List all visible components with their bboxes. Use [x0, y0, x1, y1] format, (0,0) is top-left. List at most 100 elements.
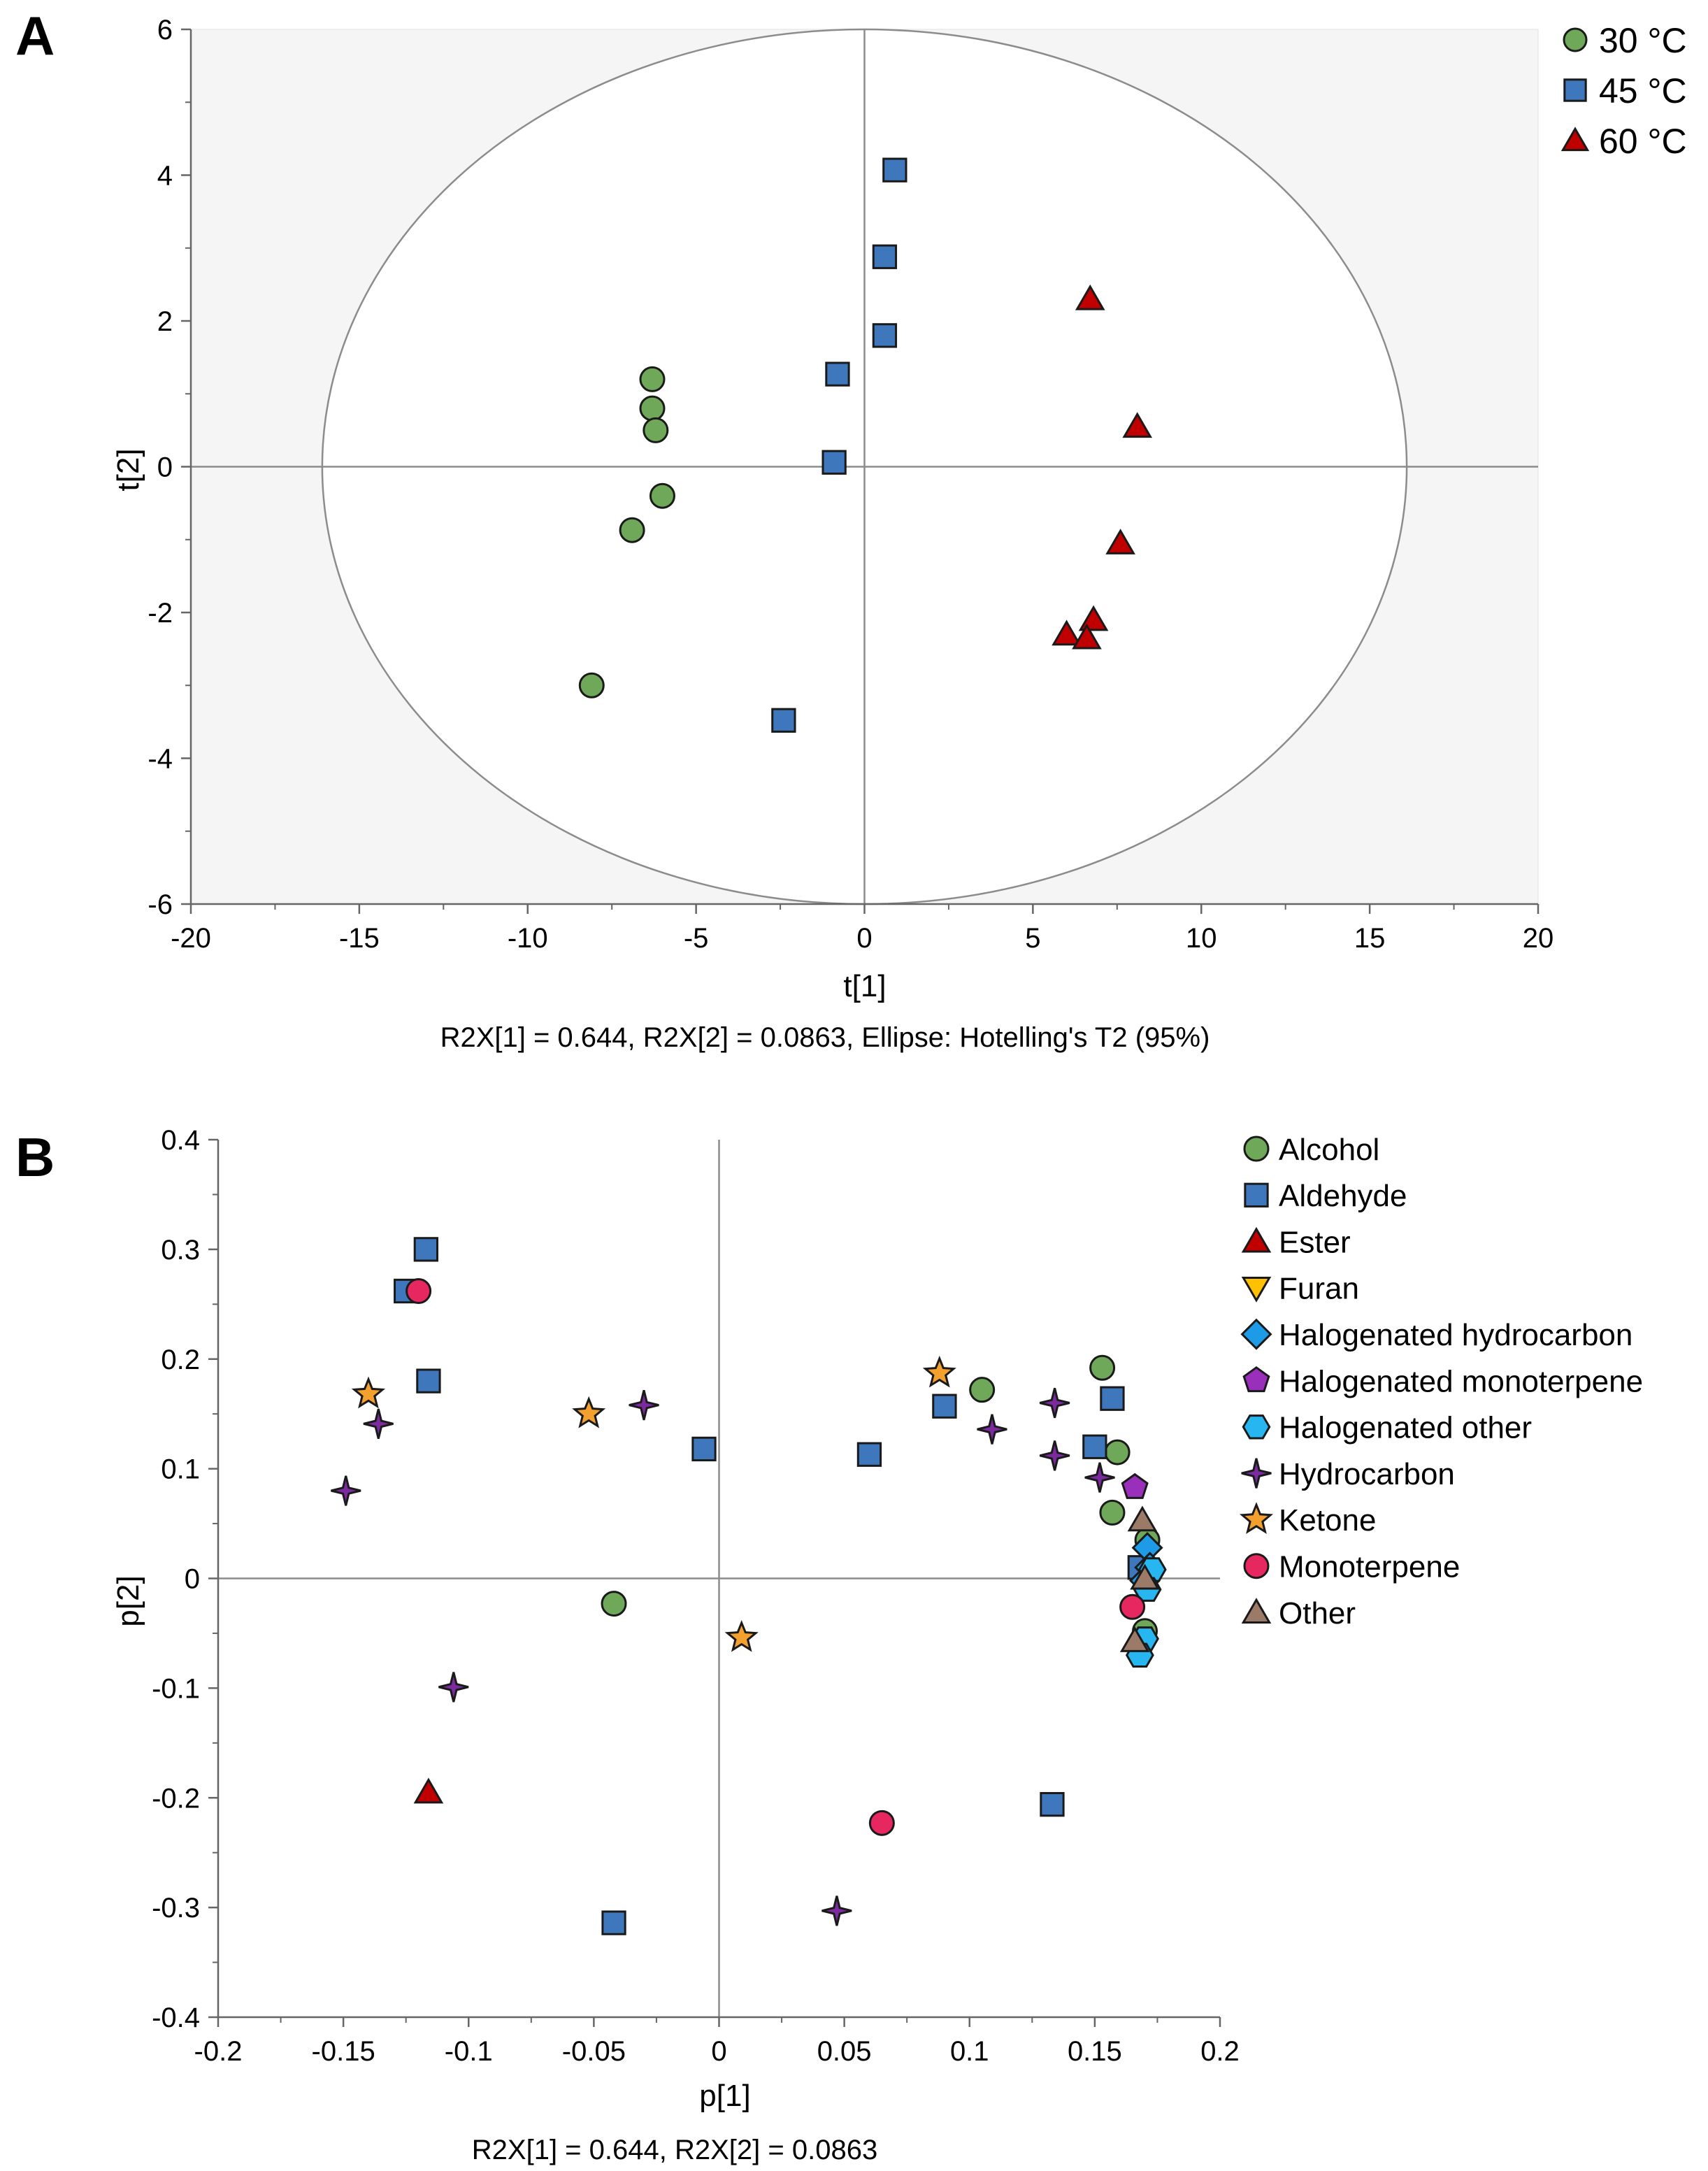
point-aldehyde	[691, 1436, 717, 1462]
legend-marker-halogenated-monoterpene	[1242, 1366, 1270, 1393]
point-hydrocarbon	[1039, 1387, 1070, 1419]
panel-b-y-tick-label: 0.4	[161, 1125, 200, 1156]
legend-label-60-c: 60 °C	[1599, 122, 1687, 161]
point-ketone	[351, 1376, 386, 1409]
point-45-c	[825, 361, 850, 387]
panel-b-x-tick-label: -0.1	[445, 2036, 493, 2067]
point-other	[1119, 1626, 1150, 1652]
point-60-c	[1072, 623, 1102, 650]
legend-label-halogenated-hydrocarbon: Halogenated hydrocarbon	[1279, 1318, 1632, 1352]
point-45-c	[821, 450, 847, 475]
point-60-c	[1105, 529, 1135, 554]
point-30-c	[619, 517, 645, 543]
panel-b-y-tick-label: 0.1	[161, 1454, 200, 1485]
panel-a-x-tick-label: -20	[171, 923, 211, 954]
panel-b-x-tick-label: 0.1	[950, 2036, 989, 2067]
legend-label-aldehyde: Aldehyde	[1279, 1179, 1407, 1213]
caption-b: R2X[1] = 0.644, R2X[2] = 0.0863	[472, 2135, 877, 2165]
x-axis-label-a: t[1]	[843, 969, 886, 1003]
point-30-c	[578, 672, 605, 698]
point-aldehyde	[601, 1910, 626, 1935]
point-45-c	[872, 323, 898, 348]
point-aldehyde	[413, 1237, 438, 1262]
point-30-c	[649, 482, 675, 509]
y-axis-label-a: t[2]	[111, 448, 145, 491]
point-monoterpene	[406, 1277, 432, 1304]
legend-marker-monoterpene	[1243, 1553, 1270, 1579]
panel-b-y-tick-label: 0.3	[161, 1235, 200, 1266]
panel-b-y-tick-label: -0.1	[152, 1673, 200, 1704]
point-hydrocarbon	[438, 1672, 469, 1703]
panel-a-y-tick-label: 4	[157, 161, 173, 192]
panel-a-x-tick-label: -5	[684, 923, 709, 954]
panel-a-x-tick-label: 0	[856, 923, 872, 954]
point-45-c	[872, 244, 898, 269]
panel-b-x-tick-label: -0.2	[194, 2036, 243, 2067]
point-hydrocarbon	[363, 1408, 394, 1439]
legend-marker-other	[1241, 1598, 1272, 1624]
legend-label-halogenated-monoterpene: Halogenated monoterpene	[1279, 1364, 1643, 1398]
legend-label-monoterpene: Monoterpene	[1279, 1550, 1460, 1584]
panel-b-chart: -0.2 -0.15 -0.1 -0.05 0 0.05 0.1 0.15 0.2 0.4 0.3 0…	[152, 1125, 1240, 2067]
caption-a: R2X[1] = 0.644, R2X[2] = 0.0863, Ellipse…	[440, 1022, 1210, 1053]
panel-a-x-tick-label: -10	[508, 923, 548, 954]
panel-b-x-tick-label: -0.15	[312, 2036, 375, 2067]
legend-label-ester: Ester	[1279, 1225, 1351, 1259]
point-monoterpene	[868, 1810, 895, 1836]
legend-marker-alcohol	[1243, 1135, 1270, 1162]
point-hydrocarbon	[977, 1414, 1007, 1445]
panel-b-y-tick-label: -0.3	[152, 1893, 200, 1923]
point-other	[1130, 1563, 1160, 1590]
point-alcohol	[601, 1591, 627, 1617]
legend-marker-halogenated-other	[1242, 1414, 1271, 1440]
point-halogenated-monoterpene	[1121, 1473, 1149, 1499]
point-other	[1127, 1505, 1158, 1532]
legend-label-furan: Furan	[1279, 1272, 1359, 1306]
point-30-c	[639, 395, 666, 422]
panel-a-x-tick-label: 10	[1186, 923, 1217, 954]
legend-label-halogenated-other: Halogenated other	[1279, 1411, 1532, 1445]
panel-b-x-tick-label: 0.2	[1200, 2036, 1240, 2067]
legend-marker-30-c	[1563, 27, 1588, 52]
panel-b-x-tick-label: -0.05	[562, 2036, 626, 2067]
point-ketone	[922, 1355, 956, 1388]
panel-label-a: A	[15, 5, 55, 66]
panel-b-x-tick-label: 0.15	[1068, 2036, 1122, 2067]
panel-a-x-tick-label: -15	[339, 923, 380, 954]
point-alcohol	[1099, 1499, 1126, 1526]
point-ketone	[572, 1396, 606, 1428]
point-hydrocarbon	[1084, 1462, 1115, 1493]
point-ester	[413, 1777, 444, 1804]
point-60-c	[1122, 412, 1153, 438]
legend-marker-hydrocarbon	[1241, 1458, 1272, 1489]
legend-marker-halogenated-hydrocarbon	[1240, 1318, 1272, 1350]
point-30-c	[643, 417, 669, 443]
x-axis-label-b: p[1]	[699, 2079, 750, 2113]
panel-a-y-tick-label: 0	[157, 452, 173, 483]
point-hydrocarbon	[821, 1896, 852, 1926]
panel-a-y-tick-label: 2	[157, 306, 173, 337]
legend-marker-aldehyde	[1244, 1182, 1269, 1208]
panel-a-y-tick-label: -6	[148, 889, 173, 920]
panel-b-y-tick-label: 0.2	[161, 1345, 200, 1375]
panel-a-y-tick-label: 6	[157, 15, 173, 45]
panel-b-x-tick-label: 0	[711, 2036, 726, 2067]
point-aldehyde	[1100, 1386, 1125, 1411]
panel-a-y-tick-label: -2	[148, 598, 173, 629]
legend-label-other: Other	[1279, 1596, 1356, 1631]
point-alcohol	[1089, 1354, 1116, 1381]
legend-b: Alcohol Aldehyde Ester Furan Halogenated hyd…	[1239, 1133, 1643, 1631]
point-aldehyde	[932, 1393, 957, 1419]
legend-marker-60-c	[1560, 127, 1590, 152]
legend-label-ketone: Ketone	[1279, 1503, 1376, 1538]
point-30-c	[639, 366, 666, 392]
y-axis-label-b: p[2]	[111, 1575, 145, 1626]
legend-marker-ester	[1241, 1226, 1272, 1253]
legend-label-45-c: 45 °C	[1599, 71, 1687, 110]
panel-a-y-tick-label: -4	[148, 744, 173, 775]
panel-b-y-tick-label: 0	[185, 1564, 200, 1595]
legend-marker-45-c	[1563, 78, 1587, 102]
legend-a: 30 °C 45 °C 60 °C	[1560, 21, 1687, 161]
panel-label-b: B	[15, 1126, 55, 1188]
